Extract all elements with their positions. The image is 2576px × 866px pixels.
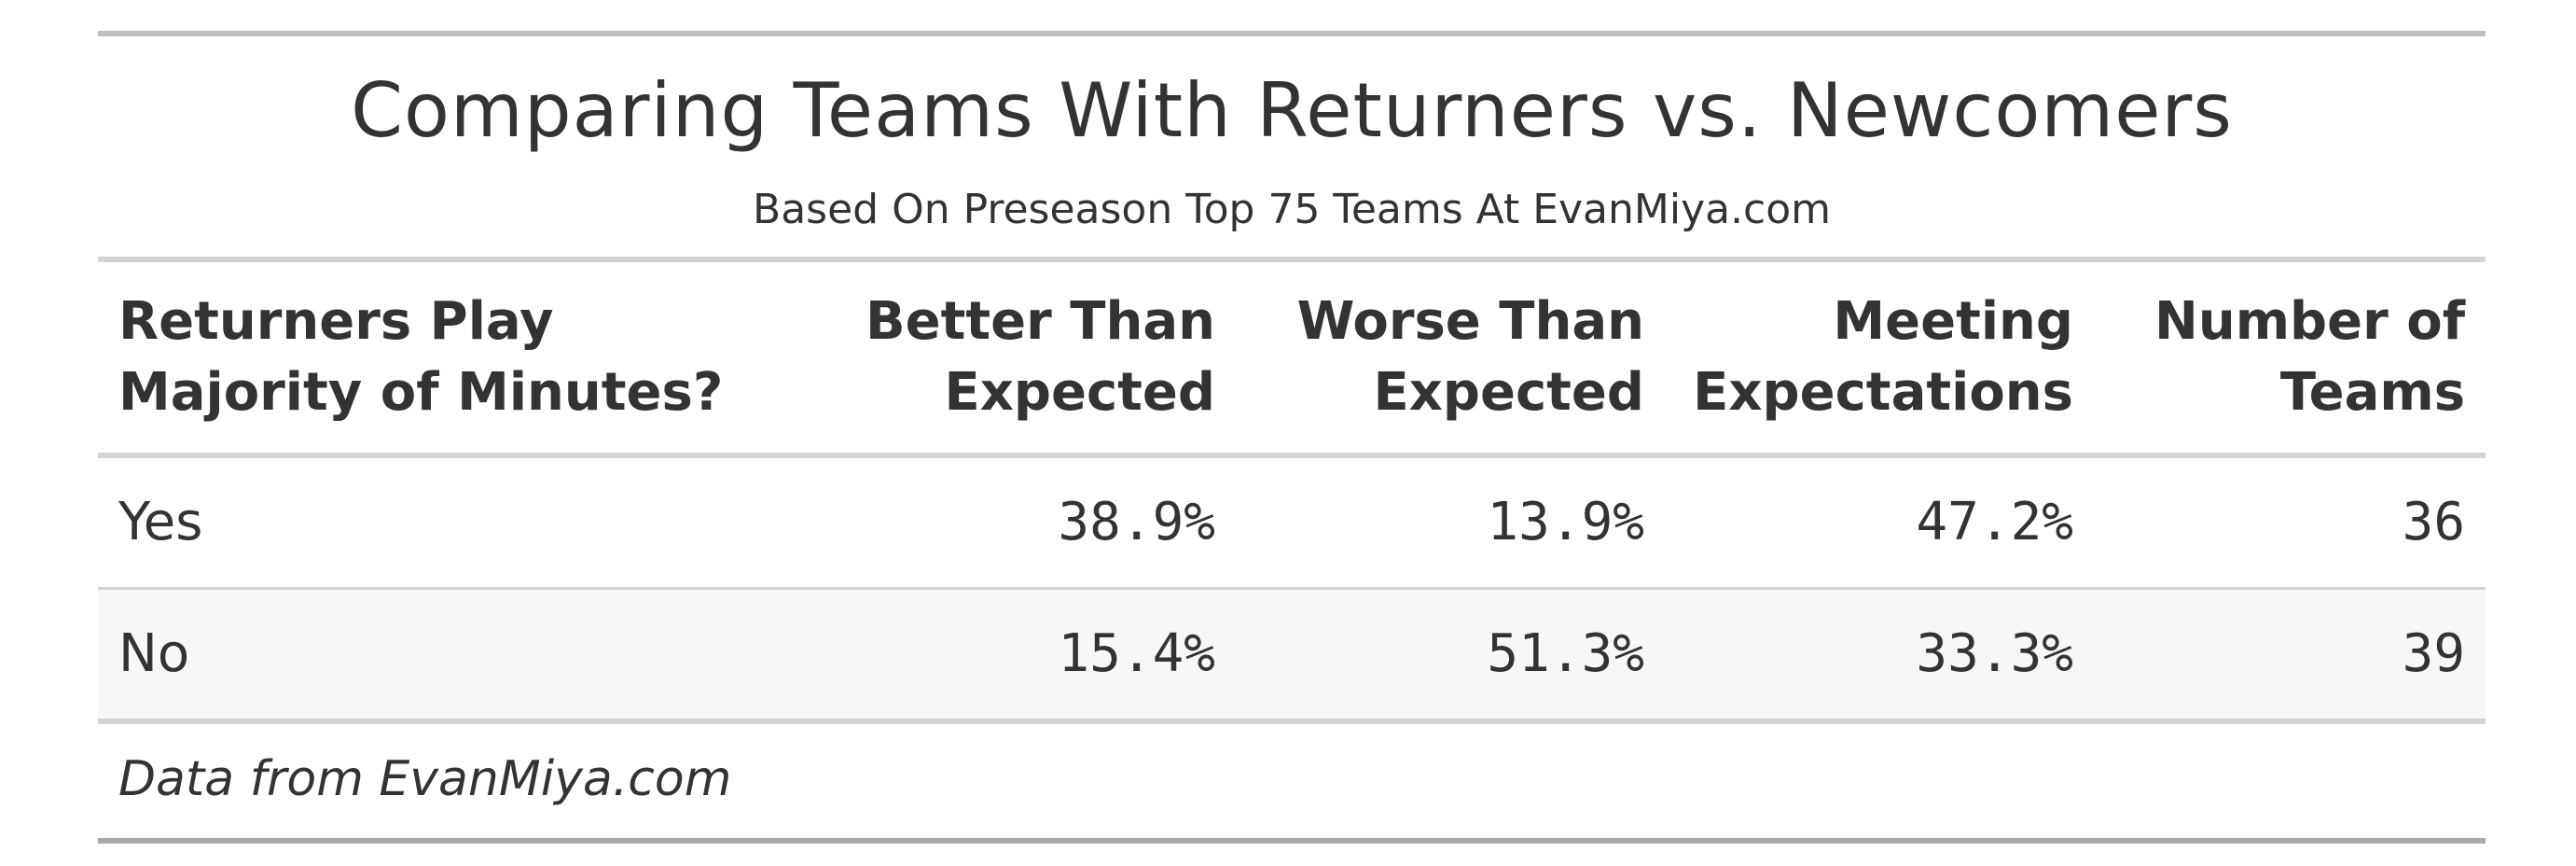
cell-meeting: 33.3%	[1665, 588, 2094, 724]
column-header-returners: Returners Play Majority of Minutes?	[98, 259, 825, 458]
table-title: Comparing Teams With Returners vs. Newco…	[351, 67, 2233, 154]
row-label: No	[98, 588, 825, 724]
results-table: Comparing Teams With Returners vs. Newco…	[98, 31, 2486, 844]
column-header-row: Returners Play Majority of Minutes? Bett…	[98, 259, 2486, 458]
source-note-cell: Data from EvanMiya.com	[98, 721, 2486, 844]
cell-number: 39	[2094, 588, 2486, 724]
cell-worse: 51.3%	[1236, 588, 1665, 724]
table-row: Yes 38.9% 13.9% 47.2% 36	[98, 455, 2486, 590]
column-header-better: Better Than Expected	[825, 259, 1236, 458]
cell-better: 38.9%	[825, 455, 1236, 590]
column-header-meeting: Meeting Expectations	[1665, 259, 2094, 458]
table-row: No 15.4% 51.3% 33.3% 39	[98, 588, 2486, 724]
column-header-number: Number of Teams	[2094, 259, 2486, 458]
column-header-worse: Worse Than Expected	[1236, 259, 1665, 458]
table-subtitle: Based On Preseason Top 75 Teams At EvanM…	[753, 186, 1832, 233]
cell-meeting: 47.2%	[1665, 455, 2094, 590]
source-note: Data from EvanMiya.com	[118, 751, 732, 807]
cell-worse: 13.9%	[1236, 455, 1665, 590]
cell-better: 15.4%	[825, 588, 1236, 724]
table-subtitle-cell: Based On Preseason Top 75 Teams At EvanM…	[98, 158, 2486, 262]
table-title-cell: Comparing Teams With Returners vs. Newco…	[98, 31, 2486, 158]
cell-number: 36	[2094, 455, 2486, 590]
row-label: Yes	[98, 455, 825, 590]
